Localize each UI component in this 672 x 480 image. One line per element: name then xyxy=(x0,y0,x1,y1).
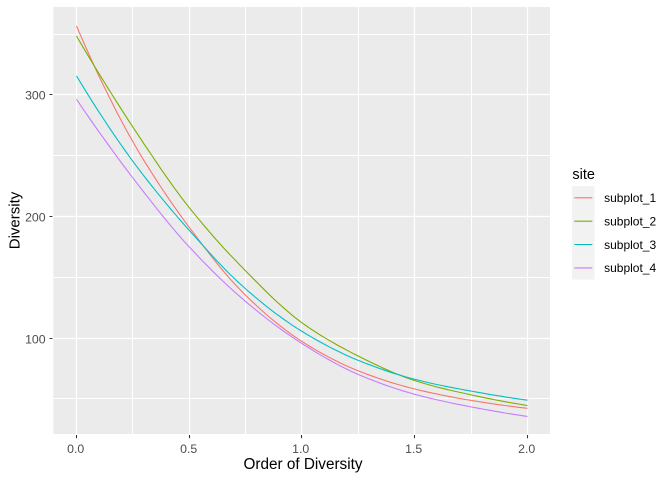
svg-text:subplot_2: subplot_2 xyxy=(604,215,656,229)
svg-text:subplot_1: subplot_1 xyxy=(604,191,656,205)
svg-text:200: 200 xyxy=(25,210,46,224)
svg-text:subplot_4: subplot_4 xyxy=(604,261,656,275)
svg-text:site: site xyxy=(572,167,595,183)
svg-text:subplot_3: subplot_3 xyxy=(604,238,656,252)
svg-text:Order of Diversity: Order of Diversity xyxy=(244,456,363,473)
svg-text:100: 100 xyxy=(25,332,46,346)
svg-text:0.5: 0.5 xyxy=(180,442,197,456)
svg-text:0.0: 0.0 xyxy=(67,442,84,456)
svg-text:Diversity: Diversity xyxy=(7,191,24,249)
svg-text:300: 300 xyxy=(25,88,46,102)
svg-text:2.0: 2.0 xyxy=(518,442,535,456)
svg-text:1.5: 1.5 xyxy=(405,442,422,456)
svg-text:1.0: 1.0 xyxy=(292,442,309,456)
